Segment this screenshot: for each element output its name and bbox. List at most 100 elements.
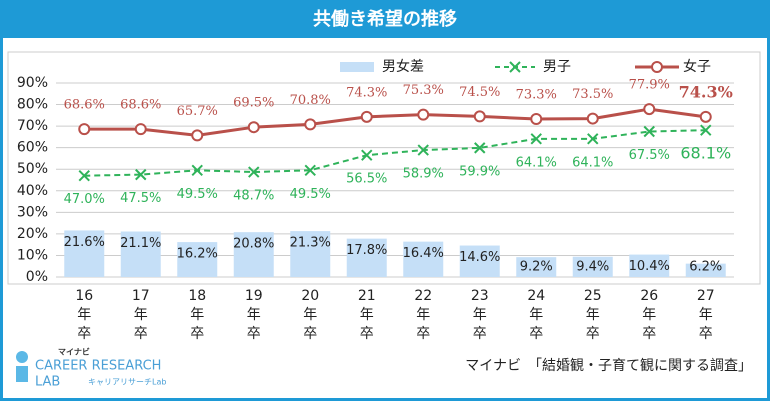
title-bar (0, 0, 770, 38)
data-label: 74.3% (679, 82, 733, 101)
bar (233, 232, 274, 277)
series-line (84, 129, 706, 177)
x-tick-label: 18年卒 (188, 288, 207, 342)
marker (304, 118, 317, 131)
data-label: 49.5% (290, 187, 331, 202)
logo-dot (16, 351, 28, 363)
y-tick-label: 20% (17, 226, 48, 242)
x-tick-label: 19年卒 (244, 288, 263, 342)
marker (135, 168, 147, 181)
marker (78, 169, 90, 182)
data-label: 21.1% (120, 236, 161, 251)
logo-sub: キャリアリサーチLab (88, 378, 166, 387)
marker (699, 110, 712, 123)
marker (643, 103, 656, 116)
data-label: 68.6% (64, 98, 105, 113)
data-label: 49.5% (177, 187, 218, 202)
data-label: 6.2% (689, 260, 722, 275)
bar (290, 231, 331, 277)
data-label: 21.6% (64, 235, 105, 250)
legend-swatch (340, 62, 374, 72)
data-label: 9.4% (576, 260, 609, 275)
legend-label: 男子 (543, 59, 571, 75)
x-tick-label: 23年卒 (470, 288, 489, 342)
legend-marker (651, 61, 663, 73)
logo-shape (16, 366, 28, 382)
data-label: 16.2% (177, 247, 218, 262)
data-label: 65.7% (177, 104, 218, 119)
legend-label: 女子 (683, 58, 711, 75)
series-line (84, 107, 706, 137)
data-label: 70.8% (290, 93, 331, 108)
marker (700, 124, 712, 136)
data-label: 9.2% (520, 260, 553, 275)
chart-title: 共働き希望の推移 (313, 8, 457, 30)
data-label: 20.8% (233, 237, 274, 252)
x-tick-label: 17年卒 (131, 288, 150, 342)
data-label: 58.9% (403, 167, 444, 182)
marker (360, 110, 373, 123)
x-tick-label: 16年卒 (75, 288, 94, 342)
x-tick-label: 22年卒 (414, 288, 433, 342)
bar (120, 231, 161, 277)
y-tick-label: 40% (17, 183, 48, 199)
x-tick-label: 24年卒 (527, 288, 546, 342)
marker (643, 125, 655, 138)
data-label: 48.7% (233, 189, 274, 204)
data-label: 64.1% (572, 155, 613, 170)
data-label: 56.5% (346, 172, 387, 187)
data-label: 16.4% (403, 246, 444, 261)
marker (587, 133, 599, 145)
data-label: 17.8% (346, 243, 387, 258)
marker (530, 112, 543, 125)
y-tick-label: 60% (17, 140, 48, 156)
data-label: 73.5% (572, 87, 613, 102)
logo-brand: マイナビ (58, 347, 90, 357)
logo-name: CAREER RESEARCH (35, 359, 161, 374)
data-label: 14.6% (459, 250, 500, 265)
marker (247, 121, 260, 134)
bar (459, 245, 500, 277)
y-tick-label: 0% (26, 269, 48, 285)
marker (78, 123, 91, 136)
plot-frame (7, 51, 761, 285)
x-tick-label: 21年卒 (357, 288, 376, 342)
x-tick-label: 25年卒 (583, 288, 602, 342)
bar (685, 263, 726, 277)
data-label: 47.0% (64, 192, 105, 207)
data-label: 77.9% (629, 78, 670, 93)
legend-label: 男女差 (382, 58, 424, 75)
marker (361, 149, 373, 161)
bar (177, 242, 218, 277)
data-label: 64.1% (516, 155, 557, 170)
data-label: 69.5% (233, 96, 274, 111)
bar (346, 238, 387, 277)
data-label: 59.9% (459, 164, 500, 179)
marker (417, 144, 429, 156)
logo-lab: LAB (35, 375, 60, 390)
bar (403, 241, 444, 277)
data-label: 68.1% (680, 144, 731, 163)
data-label: 47.5% (120, 191, 161, 206)
x-tick-label: 27年卒 (696, 288, 715, 342)
bar (64, 230, 105, 277)
marker (473, 110, 486, 123)
y-tick-label: 90% (17, 75, 48, 91)
marker (304, 164, 316, 177)
marker (474, 142, 486, 154)
y-tick-label: 50% (17, 161, 48, 177)
y-tick-label: 30% (17, 204, 48, 220)
marker (586, 112, 599, 125)
data-label: 21.3% (290, 236, 331, 251)
legend-marker (509, 61, 521, 73)
data-label: 67.5% (629, 148, 670, 163)
marker (191, 129, 204, 142)
x-tick-label: 26年卒 (640, 288, 659, 342)
marker (417, 108, 430, 121)
marker (134, 123, 147, 136)
bar (516, 257, 557, 277)
bar (629, 254, 670, 277)
y-tick-label: 70% (17, 118, 48, 134)
